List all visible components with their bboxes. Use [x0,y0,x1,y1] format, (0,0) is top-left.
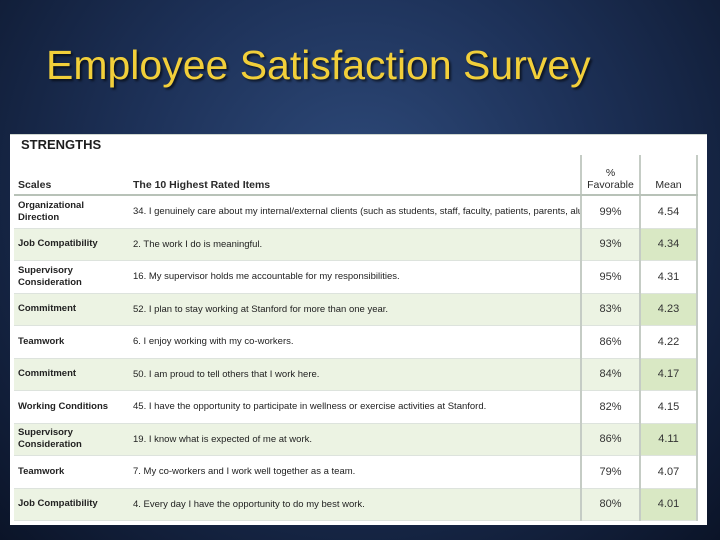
row-mean: 4.01 [639,488,698,521]
row-favorable: 93% [580,228,640,261]
row-scale: Teamwork [14,325,127,359]
row-item: 7. My co-workers and I work well togethe… [127,455,581,489]
row-mean: 4.07 [639,455,698,489]
row-favorable: 83% [580,293,640,326]
row-item: 6. I enjoy working with my co-workers. [127,325,581,359]
row-item: 50. I am proud to tell others that I wor… [127,358,581,391]
strengths-table: Scales The 10 Highest Rated Items % Favo… [14,155,698,521]
row-item: 4. Every day I have the opportunity to d… [127,488,581,521]
row-mean: 4.34 [639,228,698,261]
row-favorable: 79% [580,455,640,489]
row-favorable: 86% [580,423,640,456]
row-mean: 4.23 [639,293,698,326]
table-row: Working Conditions 45. I have the opport… [14,390,698,424]
row-item: 52. I plan to stay working at Stanford f… [127,293,581,326]
header-favorable-line1: % [605,167,616,179]
row-mean: 4.54 [639,195,698,229]
row-item: 45. I have the opportunity to participat… [127,390,581,424]
row-mean: 4.11 [639,423,698,456]
row-favorable: 80% [580,488,640,521]
row-mean: 4.15 [639,390,698,424]
row-favorable: 84% [580,358,640,391]
row-scale: Job Compatibility [14,228,127,261]
row-scale: Organizational Direction [14,195,127,229]
row-item: 16. My supervisor holds me accountable f… [127,260,581,294]
table-row: Supervisory Consideration 19. I know wha… [14,423,698,456]
row-favorable: 95% [580,260,640,294]
row-favorable: 86% [580,325,640,359]
slide-title: Employee Satisfaction Survey [46,42,591,88]
header-scales: Scales [14,155,127,196]
header-favorable-line2: Favorable [587,179,634,191]
row-item: 34. I genuinely care about my internal/e… [127,195,581,229]
section-title: STRENGTHS [21,137,102,152]
table-row: Supervisory Consideration 16. My supervi… [14,260,698,294]
row-mean: 4.31 [639,260,698,294]
row-mean: 4.17 [639,358,698,391]
header-mean: Mean [639,155,698,196]
row-item: 19. I know what is expected of me at wor… [127,423,581,456]
row-scale: Supervisory Consideration [14,260,127,294]
row-mean: 4.22 [639,325,698,359]
row-scale: Commitment [14,358,127,391]
row-favorable: 99% [580,195,640,229]
row-scale: Working Conditions [14,390,127,424]
header-items: The 10 Highest Rated Items [127,155,581,196]
table-row: Job Compatibility 4. Every day I have th… [14,488,698,521]
row-scale: Commitment [14,293,127,326]
header-favorable: % Favorable [580,155,640,196]
table-row: Commitment 52. I plan to stay working at… [14,293,698,326]
row-favorable: 82% [580,390,640,424]
table-row: Teamwork 6. I enjoy working with my co-w… [14,325,698,359]
row-item: 2. The work I do is meaningful. [127,228,581,261]
table-row: Commitment 50. I am proud to tell others… [14,358,698,391]
table-row: Job Compatibility 2. The work I do is me… [14,228,698,261]
row-scale: Teamwork [14,455,127,489]
table-header-row: Scales The 10 Highest Rated Items % Favo… [14,155,698,196]
row-scale: Job Compatibility [14,488,127,521]
row-scale: Supervisory Consideration [14,423,127,456]
table-row: Teamwork 7. My co-workers and I work wel… [14,455,698,489]
table-row: Organizational Direction 34. I genuinely… [14,195,698,229]
strengths-panel: STRENGTHS Scales The 10 Highest Rated It… [10,134,707,525]
